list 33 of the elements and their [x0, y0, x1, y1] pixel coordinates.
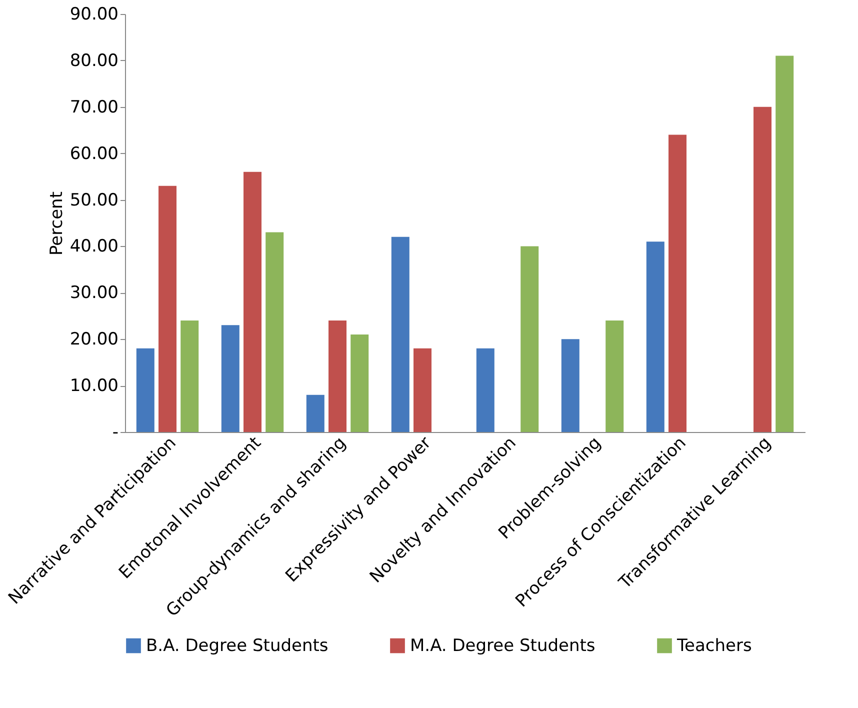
y-tick-label: - [112, 422, 118, 442]
bar [221, 325, 240, 432]
bar [180, 320, 199, 432]
y-tick-label: 60.00 [70, 144, 118, 164]
y-tick-label: 30.00 [70, 283, 118, 304]
bar [350, 334, 369, 432]
legend-label: Teachers [676, 636, 752, 656]
legend-label: M.A. Degree Students [410, 636, 596, 656]
y-tick-label: 20.00 [70, 330, 118, 350]
bar [391, 236, 410, 432]
legend-label: B.A. Degree Students [146, 636, 328, 656]
bar [561, 339, 580, 432]
bar [754, 106, 772, 432]
bar [646, 242, 664, 432]
bar [306, 394, 324, 432]
bar [520, 246, 539, 432]
y-axis-title: Percent [46, 191, 67, 256]
bar [158, 186, 176, 432]
bar [668, 134, 686, 432]
bar [606, 320, 624, 432]
bar [776, 56, 794, 432]
y-tick-label: 90.00 [70, 4, 118, 24]
bar [266, 232, 284, 432]
y-tick-label: 80.00 [70, 50, 118, 71]
y-tick-label: 40.00 [70, 236, 118, 257]
bar [136, 348, 154, 432]
y-tick-label: 50.00 [70, 190, 118, 210]
bar [244, 172, 262, 432]
bar [414, 348, 432, 432]
y-tick-label: 10.00 [70, 376, 118, 396]
bar [476, 348, 494, 432]
bar [328, 320, 346, 432]
y-tick-label: 70.00 [70, 97, 118, 118]
